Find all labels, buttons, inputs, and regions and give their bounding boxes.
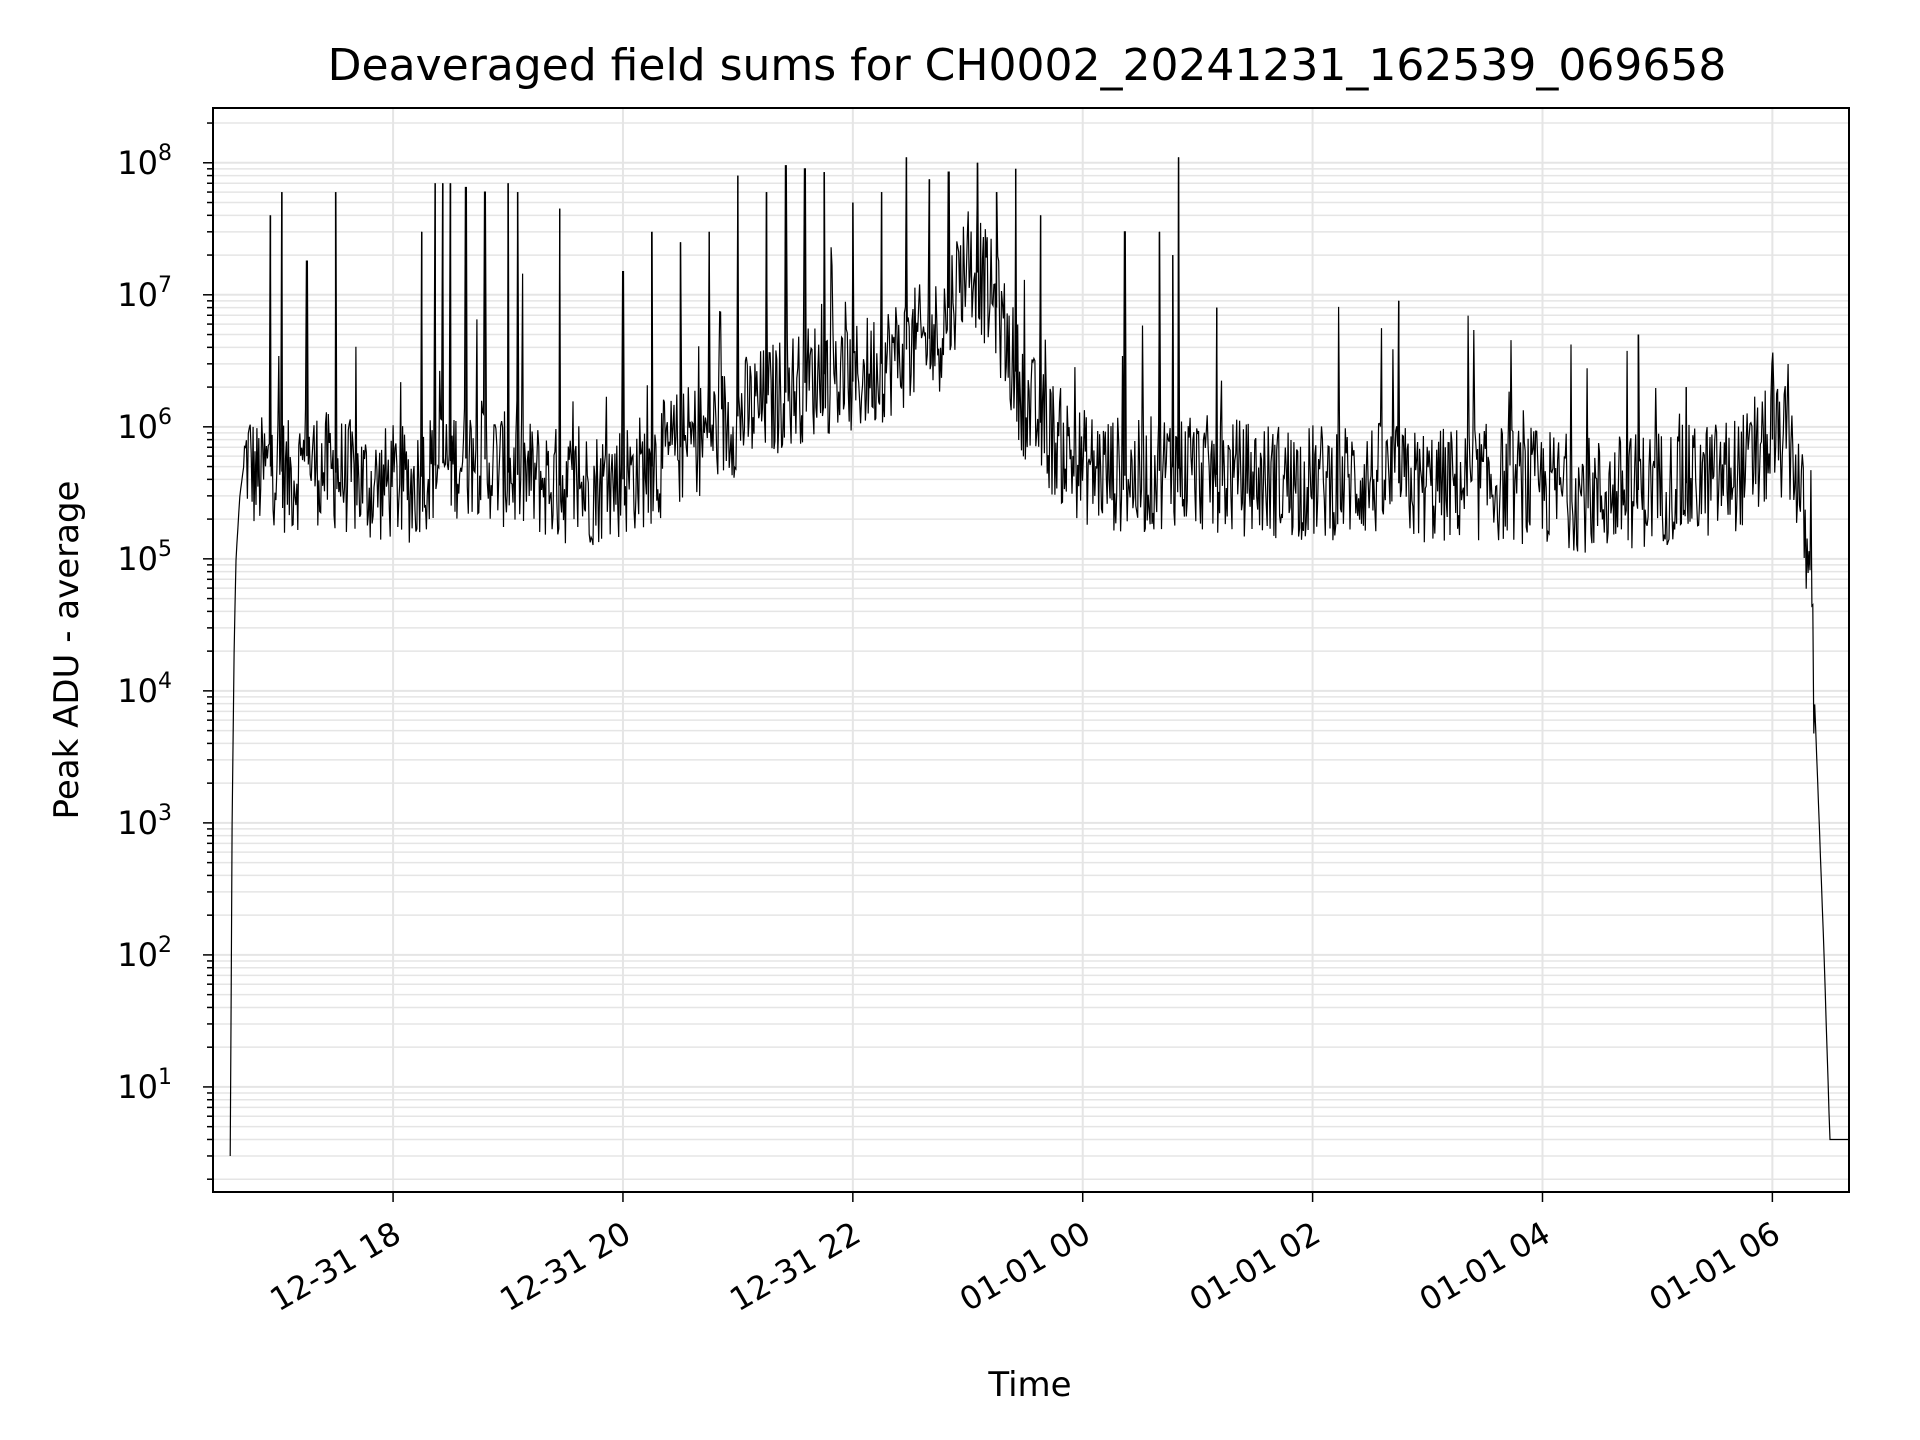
data-series (229, 157, 1849, 1157)
y-tick-base: 10 (117, 408, 158, 446)
y-tick-exponent: 1 (158, 1065, 172, 1090)
y-tick-label: 107 (117, 273, 172, 314)
y-tick-exponent: 5 (158, 537, 172, 562)
y-tick-exponent: 3 (158, 801, 172, 826)
y-tick-exponent: 7 (158, 273, 172, 298)
y-tick-exponent: 4 (158, 669, 172, 694)
y-tick-exponent: 6 (158, 405, 172, 430)
plot-frame (212, 107, 1850, 1193)
y-tick-base: 10 (117, 276, 158, 314)
y-axis-label: Peak ADU - average (47, 481, 87, 820)
y-tick-label: 104 (117, 669, 172, 710)
series-line (229, 157, 1849, 1157)
y-tick-label: 101 (117, 1065, 172, 1106)
y-tick-label: 108 (117, 141, 172, 182)
y-tick-base: 10 (117, 1068, 158, 1106)
y-tick-label: 105 (117, 537, 172, 578)
y-tick-base: 10 (117, 936, 158, 974)
y-tick-label: 102 (117, 933, 172, 974)
y-tick-base: 10 (117, 144, 158, 182)
y-tick-label: 106 (117, 405, 172, 446)
y-tick-base: 10 (117, 672, 158, 710)
y-tick-label: 103 (117, 801, 172, 842)
y-tick-exponent: 2 (158, 933, 172, 958)
x-axis-label: Time (987, 1365, 1071, 1405)
chart-title: Deaveraged field sums for CH0002_2024123… (328, 40, 1727, 91)
y-tick-exponent: 8 (158, 141, 172, 166)
y-tick-base: 10 (117, 804, 158, 842)
y-tick-base: 10 (117, 540, 158, 578)
